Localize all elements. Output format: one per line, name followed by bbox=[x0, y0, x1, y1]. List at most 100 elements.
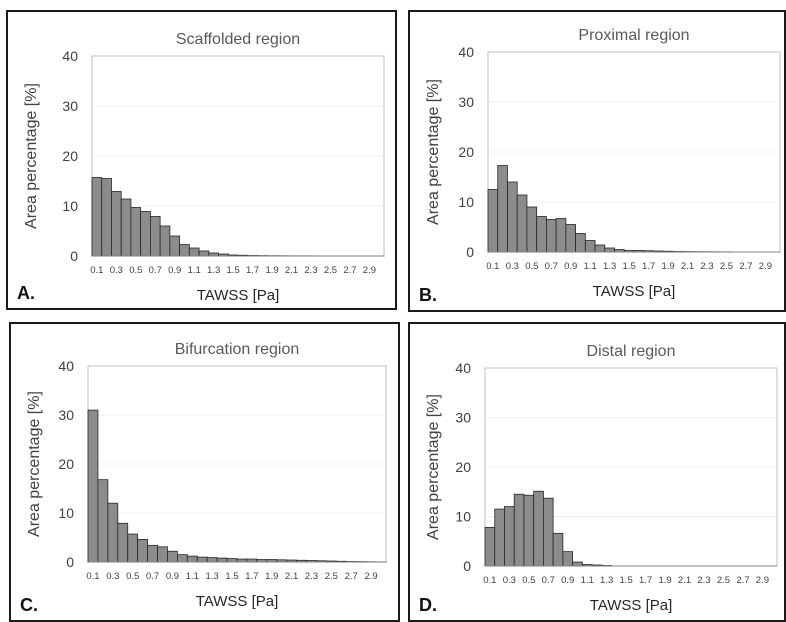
x-tick-label: 2.9 bbox=[756, 575, 769, 586]
bar bbox=[572, 561, 583, 567]
y-tick-label: 40 bbox=[455, 360, 471, 376]
x-tick-label: 1.7 bbox=[246, 265, 259, 276]
x-tick-label: 2.3 bbox=[304, 265, 317, 276]
y-tick-label: 10 bbox=[455, 509, 471, 525]
x-tick-label: 2.9 bbox=[363, 265, 376, 276]
bar bbox=[562, 551, 574, 567]
chart-title: Proximal region bbox=[578, 27, 689, 44]
x-tick-label: 2.5 bbox=[720, 261, 733, 272]
bar bbox=[216, 557, 228, 563]
bar bbox=[149, 216, 161, 257]
bar bbox=[545, 219, 557, 253]
x-tick-label: 1.3 bbox=[206, 571, 219, 582]
bar bbox=[107, 502, 119, 563]
x-tick-label: 0.1 bbox=[483, 575, 496, 586]
y-tick-label: 20 bbox=[455, 459, 471, 475]
x-tick-label: 0.3 bbox=[106, 571, 119, 582]
bar bbox=[226, 558, 238, 563]
chart-panel-bifurcation: Bifurcation region 0 10 20 30 40 0.1 0.3 0.5 0.7 0… bbox=[9, 322, 400, 622]
y-axis-label: Area percentage [%] bbox=[425, 79, 442, 225]
y-tick-label: 0 bbox=[466, 244, 474, 260]
x-tick-label: 0.7 bbox=[542, 575, 555, 586]
x-tick-label: 0.1 bbox=[86, 571, 99, 582]
x-tick-label: 1.9 bbox=[265, 571, 278, 582]
x-axis-label: TAWSS [Pa] bbox=[196, 593, 279, 610]
y-tick-label: 30 bbox=[458, 94, 474, 110]
x-tick-label: 0.9 bbox=[166, 571, 179, 582]
x-tick-label: 1.5 bbox=[620, 575, 633, 586]
bar bbox=[117, 522, 129, 563]
x-axis-label: TAWSS [Pa] bbox=[593, 283, 676, 300]
bar bbox=[147, 544, 158, 563]
bar bbox=[87, 409, 99, 563]
y-tick-label: 0 bbox=[463, 558, 471, 574]
y-tick-label: 20 bbox=[458, 144, 474, 160]
x-tick-label: 0.1 bbox=[90, 265, 103, 276]
y-tick-label: 40 bbox=[458, 44, 474, 60]
chart-title: Scaffolded region bbox=[176, 31, 300, 48]
bar bbox=[169, 235, 181, 257]
y-tick-label: 10 bbox=[458, 194, 474, 210]
x-tick-label: 1.3 bbox=[207, 265, 220, 276]
y-tick-label: 30 bbox=[58, 407, 74, 423]
x-tick-label: 1.5 bbox=[623, 261, 636, 272]
x-tick-label: 0.3 bbox=[110, 265, 123, 276]
bar bbox=[533, 490, 544, 567]
bar bbox=[120, 198, 132, 257]
chart-svg: Proximal region 0 10 20 30 40 0.1 0.3 0.5 0.7 0.9 1… bbox=[425, 27, 781, 300]
panel-label: B. bbox=[419, 285, 437, 305]
x-tick-label: 0.5 bbox=[126, 571, 139, 582]
x-tick-label: 1.1 bbox=[188, 265, 201, 276]
x-tick-label: 0.7 bbox=[545, 261, 558, 272]
chart-title: Distal region bbox=[587, 343, 676, 360]
x-tick-label: 2.3 bbox=[700, 261, 713, 272]
bar bbox=[497, 165, 508, 253]
bar bbox=[137, 539, 148, 563]
x-tick-label: 2.7 bbox=[736, 575, 749, 586]
bar bbox=[584, 240, 596, 253]
bar bbox=[140, 211, 151, 257]
y-tick-label: 0 bbox=[70, 248, 78, 264]
chart-svg: Distal region 0 10 20 30 40 0.1 0.3 0.5 0.7 0.9 1.1… bbox=[425, 343, 778, 614]
x-tick-label: 2.7 bbox=[345, 571, 358, 582]
x-tick-label: 2.1 bbox=[285, 265, 298, 276]
x-tick-label: 1.5 bbox=[227, 265, 240, 276]
bar bbox=[179, 244, 190, 257]
chart-svg: Scaffolded region 0 10 20 30 40 0.1 0.3 0.5 0.7 0.… bbox=[23, 31, 385, 304]
y-axis-label: Area percentage [%] bbox=[23, 83, 40, 229]
x-tick-label: 0.7 bbox=[149, 265, 162, 276]
bar bbox=[198, 250, 210, 257]
bar bbox=[157, 546, 168, 563]
bar bbox=[484, 526, 496, 567]
x-tick-label: 1.9 bbox=[265, 265, 278, 276]
x-axis-label: TAWSS [Pa] bbox=[197, 287, 280, 304]
bar bbox=[575, 233, 586, 253]
y-tick-label: 0 bbox=[66, 554, 74, 570]
bar bbox=[516, 194, 528, 253]
x-tick-label: 2.5 bbox=[717, 575, 730, 586]
bar bbox=[188, 247, 200, 257]
x-tick-label: 2.1 bbox=[678, 575, 691, 586]
y-tick-label: 10 bbox=[62, 198, 78, 214]
x-tick-label: 1.7 bbox=[639, 575, 652, 586]
x-tick-label: 2.7 bbox=[343, 265, 356, 276]
y-axis-label: Area percentage [%] bbox=[425, 394, 442, 540]
x-tick-label: 0.1 bbox=[486, 261, 499, 272]
x-tick-label: 2.5 bbox=[324, 265, 337, 276]
x-tick-label: 1.7 bbox=[642, 261, 655, 272]
bar bbox=[513, 493, 525, 567]
bar bbox=[167, 550, 178, 563]
chart-panel-distal: Distal region 0 10 20 30 40 0.1 0.3 0.5 0.7 0.9 1.1… bbox=[408, 322, 786, 622]
y-tick-label: 20 bbox=[58, 456, 74, 472]
y-axis-label: Area percentage [%] bbox=[26, 391, 43, 537]
bar bbox=[186, 555, 198, 563]
x-tick-label: 1.7 bbox=[245, 571, 258, 582]
bar bbox=[487, 189, 499, 253]
chart-svg: Bifurcation region 0 10 20 30 40 0.1 0.3 0.5 0.7 0… bbox=[26, 341, 387, 610]
bar bbox=[196, 556, 208, 563]
x-tick-label: 0.3 bbox=[506, 261, 519, 272]
x-tick-label: 0.3 bbox=[503, 575, 516, 586]
panel-label: D. bbox=[419, 595, 437, 615]
x-tick-label: 2.3 bbox=[697, 575, 710, 586]
bar bbox=[206, 557, 218, 563]
